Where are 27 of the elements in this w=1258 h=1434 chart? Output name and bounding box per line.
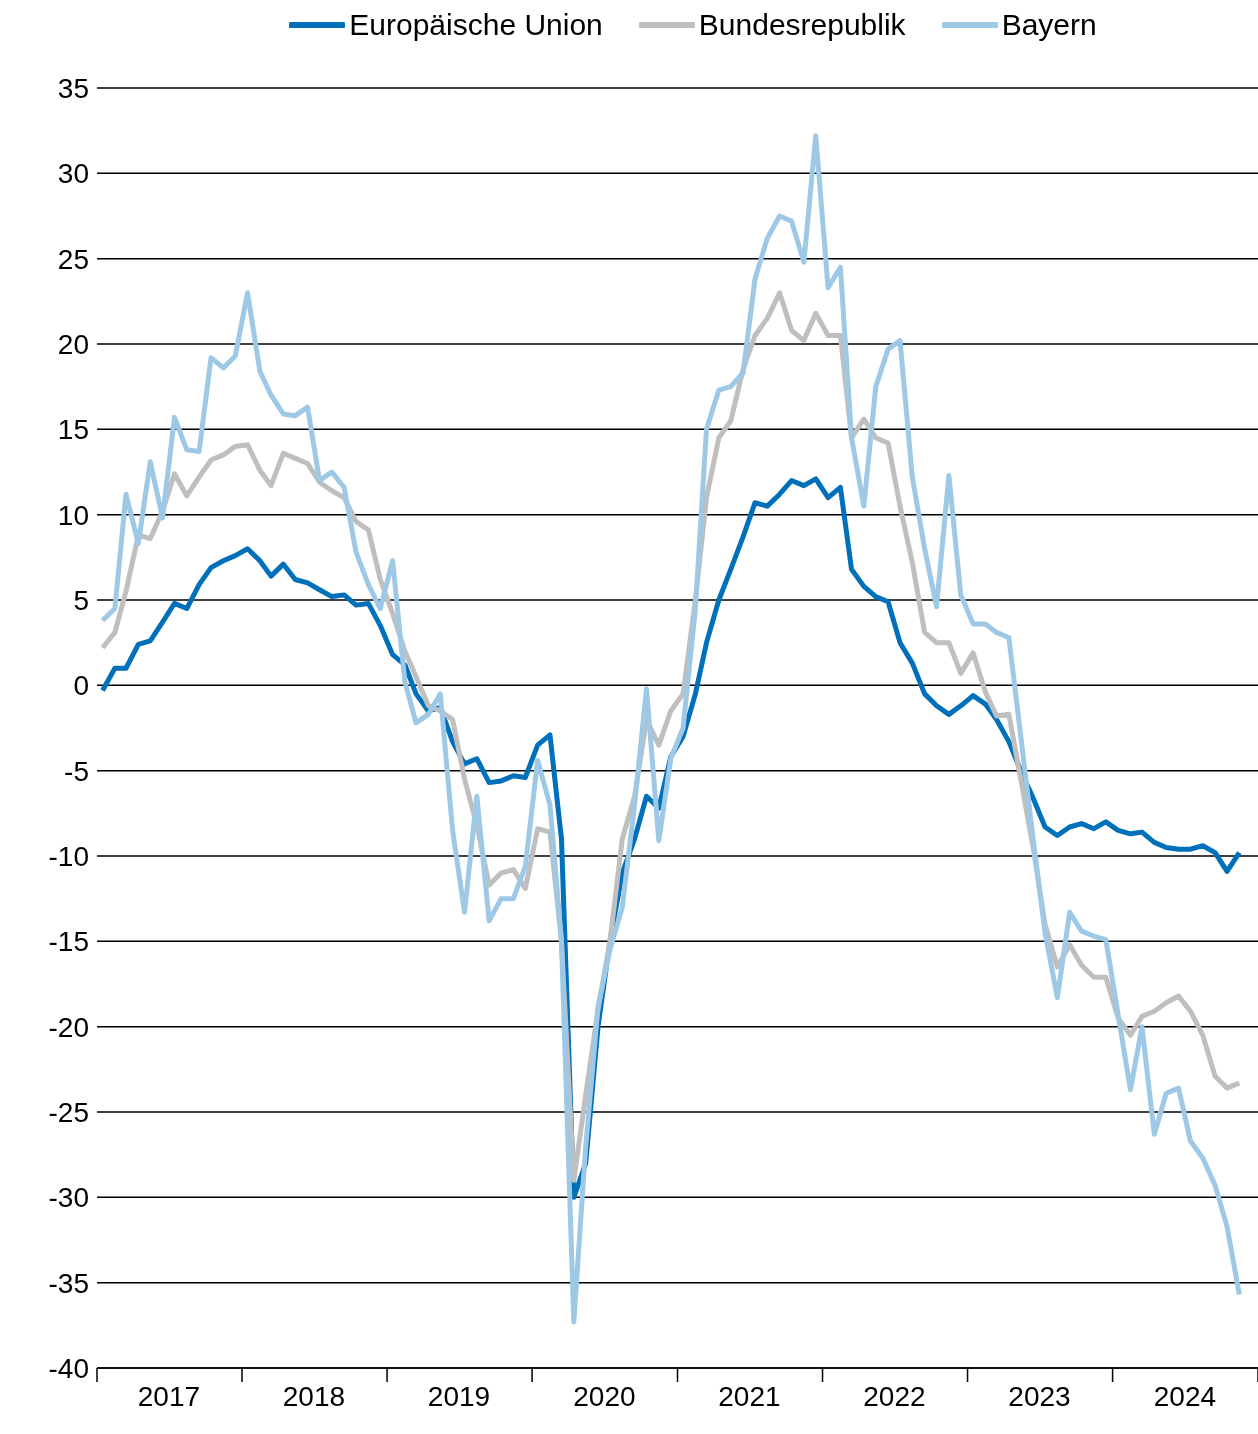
y-tick-label: -25 [48,1096,89,1128]
x-tick-label: 2018 [282,1381,346,1412]
x-tick-label: 2021 [718,1381,781,1412]
x-tick-label: 2024 [1153,1381,1217,1412]
legend-label: Bundesrepublik [698,8,906,42]
y-tick-label: 15 [57,414,89,446]
x-tick-label: 2019 [427,1381,491,1412]
x-tick-label: 2020 [573,1381,636,1412]
y-tick-label: 25 [57,243,89,275]
x-tick-label: 2023 [1008,1381,1071,1412]
y-tick-label: -40 [48,1352,89,1384]
x-tick-label: 2022 [863,1381,926,1412]
x-tick-label: 2017 [137,1381,201,1412]
y-tick-label: 5 [73,584,89,616]
legend-label: Bayern [1001,8,1097,42]
y-tick-label: -30 [48,1182,89,1214]
y-tick-label: -15 [48,926,89,958]
y-tick-label: 35 [57,72,89,104]
legend-label: Europäische Union [349,8,603,42]
y-tick-label: 0 [73,670,89,702]
y-tick-label: 20 [57,328,89,360]
y-tick-label: -5 [64,755,89,787]
y-tick-label: -10 [48,840,89,872]
y-tick-label: 10 [57,499,89,531]
y-tick-label: -20 [48,1011,89,1043]
y-tick-label: -35 [48,1267,89,1299]
y-tick-label: 30 [57,158,89,190]
